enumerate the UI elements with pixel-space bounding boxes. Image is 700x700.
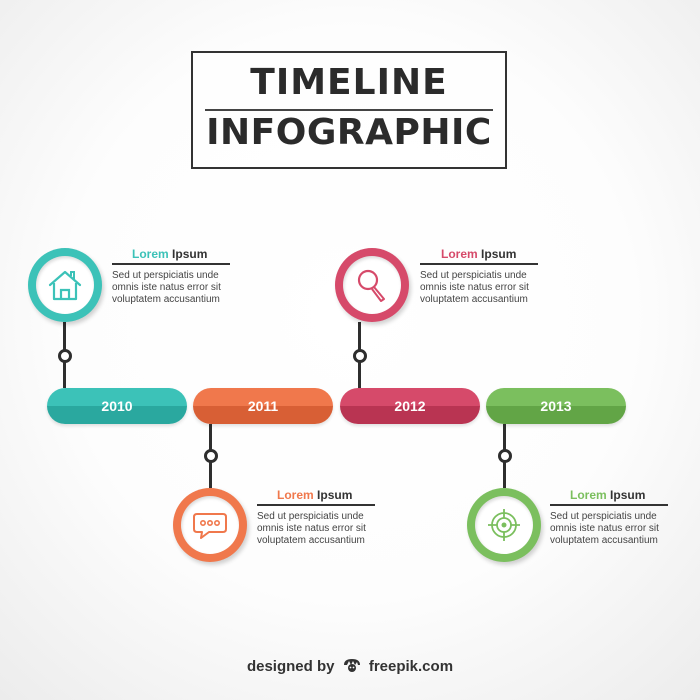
year-bar-2011: 2011: [193, 388, 333, 424]
label-word: Ipsum: [610, 488, 646, 502]
event-description-2010: Sed ut perspiciatis unde omnis iste natu…: [112, 270, 221, 305]
label-word: Ipsum: [481, 247, 517, 261]
event-label-2010: Lorem Ipsum: [132, 247, 207, 261]
title-line-1: TIMELINE: [250, 62, 448, 103]
magnifier-icon: [357, 269, 385, 302]
event-label-2011: Lorem Ipsum: [277, 488, 352, 502]
label-word: Ipsum: [317, 488, 353, 502]
year-label: 2013: [540, 398, 572, 414]
title-box: TIMELINE INFOGRAPHIC: [191, 51, 507, 169]
event-description-2012: Sed ut perspiciatis unde omnis iste natu…: [420, 270, 529, 305]
connector-dot-2010: [58, 349, 72, 363]
house-icon: [48, 270, 82, 301]
label-underline-2011: [257, 504, 375, 506]
label-accent-word: Lorem: [132, 247, 169, 261]
title-line-2: INFOGRAPHIC: [206, 112, 492, 153]
label-underline-2010: [112, 263, 230, 265]
event-icon-2012: [335, 248, 409, 322]
title-divider: [205, 109, 493, 111]
year-label: 2011: [247, 398, 279, 414]
connector-dot-2011: [204, 449, 218, 463]
event-icon-2011: [173, 488, 247, 562]
event-icon-2013: [467, 488, 541, 562]
label-word: Ipsum: [172, 247, 208, 261]
connector-dot-2012: [353, 349, 367, 363]
year-label: 2012: [394, 398, 426, 414]
event-label-2012: Lorem Ipsum: [441, 247, 516, 261]
freepik-logo-icon: [342, 657, 362, 677]
label-underline-2013: [550, 504, 668, 506]
year-bar-2013: 2013: [486, 388, 626, 424]
year-bar-2010: 2010: [47, 388, 187, 424]
credit-brand: freepik.com: [368, 658, 454, 675]
event-description-2013: Sed ut perspiciatis unde omnis iste natu…: [550, 511, 659, 546]
event-description-2011: Sed ut perspiciatis unde omnis iste natu…: [257, 511, 366, 546]
event-icon-2010: [28, 248, 102, 322]
connector-dot-2013: [498, 449, 512, 463]
label-accent-word: Lorem: [441, 247, 478, 261]
year-label: 2010: [101, 398, 133, 414]
label-accent-word: Lorem: [277, 488, 314, 502]
speech-bubble-icon: [193, 513, 227, 539]
target-icon: [488, 509, 520, 541]
event-label-2013: Lorem Ipsum: [570, 488, 645, 502]
credit-line: designed by freepik.com: [0, 657, 700, 677]
label-accent-word: Lorem: [570, 488, 607, 502]
label-underline-2012: [420, 263, 538, 265]
credit-prefix: designed by: [246, 658, 335, 675]
year-bar-2012: 2012: [340, 388, 480, 424]
